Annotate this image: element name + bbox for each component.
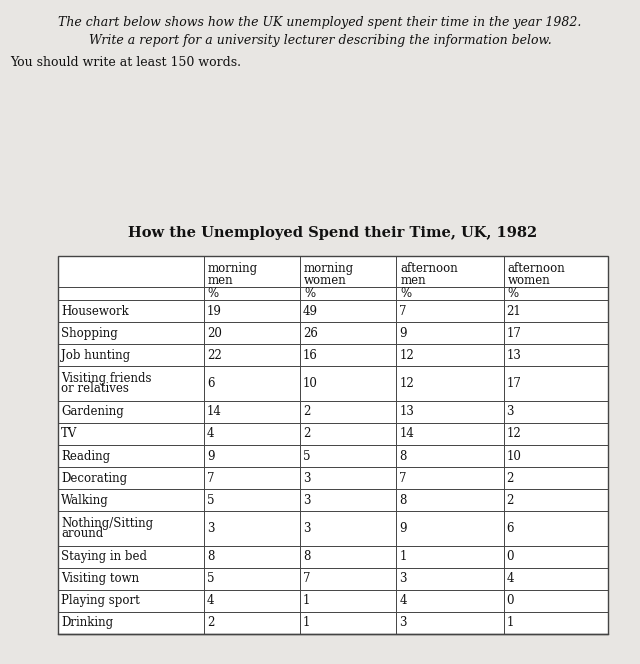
Text: 13: 13 bbox=[506, 349, 522, 362]
Text: Decorating: Decorating bbox=[61, 471, 127, 485]
Text: around: around bbox=[61, 527, 103, 540]
Text: 6: 6 bbox=[506, 522, 514, 535]
Text: 17: 17 bbox=[506, 327, 522, 340]
Text: women: women bbox=[508, 274, 550, 287]
Text: 3: 3 bbox=[399, 572, 407, 586]
Text: 8: 8 bbox=[303, 550, 310, 563]
Text: 13: 13 bbox=[399, 406, 414, 418]
Text: 6: 6 bbox=[207, 377, 214, 390]
Text: 4: 4 bbox=[506, 572, 514, 586]
Text: The chart below shows how the UK unemployed spent their time in the year 1982.: The chart below shows how the UK unemplo… bbox=[58, 16, 582, 29]
Text: 14: 14 bbox=[399, 428, 414, 440]
Text: Visiting town: Visiting town bbox=[61, 572, 139, 586]
Text: 26: 26 bbox=[303, 327, 318, 340]
Text: Housework: Housework bbox=[61, 305, 129, 317]
Text: morning: morning bbox=[304, 262, 354, 274]
Text: or relatives: or relatives bbox=[61, 382, 129, 396]
Text: 9: 9 bbox=[399, 327, 407, 340]
Text: 2: 2 bbox=[506, 471, 514, 485]
Text: 19: 19 bbox=[207, 305, 221, 317]
Text: 3: 3 bbox=[506, 406, 514, 418]
Text: 10: 10 bbox=[303, 377, 318, 390]
Text: 2: 2 bbox=[506, 493, 514, 507]
Text: 16: 16 bbox=[303, 349, 318, 362]
Text: Visiting friends: Visiting friends bbox=[61, 372, 152, 385]
Text: Job hunting: Job hunting bbox=[61, 349, 130, 362]
Text: Shopping: Shopping bbox=[61, 327, 118, 340]
Text: 10: 10 bbox=[506, 450, 522, 463]
Text: 4: 4 bbox=[207, 594, 214, 608]
Text: 12: 12 bbox=[399, 377, 414, 390]
Text: Write a report for a university lecturer describing the information below.: Write a report for a university lecturer… bbox=[88, 34, 552, 47]
Text: %: % bbox=[304, 287, 315, 300]
Text: 1: 1 bbox=[303, 616, 310, 629]
Text: Walking: Walking bbox=[61, 493, 109, 507]
Text: men: men bbox=[208, 274, 234, 287]
Text: Staying in bed: Staying in bed bbox=[61, 550, 147, 563]
Text: 3: 3 bbox=[303, 471, 310, 485]
Text: 2: 2 bbox=[303, 428, 310, 440]
Text: 3: 3 bbox=[303, 493, 310, 507]
Text: 7: 7 bbox=[207, 471, 214, 485]
Text: 5: 5 bbox=[207, 493, 214, 507]
Text: 12: 12 bbox=[399, 349, 414, 362]
Text: 17: 17 bbox=[506, 377, 522, 390]
Text: 12: 12 bbox=[506, 428, 521, 440]
Text: 5: 5 bbox=[303, 450, 310, 463]
Text: 1: 1 bbox=[399, 550, 406, 563]
Text: 3: 3 bbox=[399, 616, 407, 629]
Text: 7: 7 bbox=[303, 572, 310, 586]
Bar bbox=[58, 256, 608, 634]
Text: 21: 21 bbox=[506, 305, 521, 317]
Text: 8: 8 bbox=[207, 550, 214, 563]
Text: How the Unemployed Spend their Time, UK, 1982: How the Unemployed Spend their Time, UK,… bbox=[129, 226, 538, 240]
Text: %: % bbox=[508, 287, 518, 300]
Text: 1: 1 bbox=[303, 594, 310, 608]
Text: Nothing/Sitting: Nothing/Sitting bbox=[61, 517, 153, 530]
Text: men: men bbox=[400, 274, 426, 287]
Text: afternoon: afternoon bbox=[508, 262, 565, 274]
Text: 0: 0 bbox=[506, 594, 514, 608]
Text: 7: 7 bbox=[399, 305, 407, 317]
Text: 8: 8 bbox=[399, 493, 406, 507]
Text: afternoon: afternoon bbox=[400, 262, 458, 274]
Text: 0: 0 bbox=[506, 550, 514, 563]
Text: TV: TV bbox=[61, 428, 77, 440]
Text: %: % bbox=[400, 287, 412, 300]
Text: 7: 7 bbox=[399, 471, 407, 485]
Text: %: % bbox=[208, 287, 219, 300]
Text: 4: 4 bbox=[399, 594, 407, 608]
Text: 3: 3 bbox=[207, 522, 214, 535]
Text: 49: 49 bbox=[303, 305, 318, 317]
Text: Gardening: Gardening bbox=[61, 406, 124, 418]
Text: 2: 2 bbox=[207, 616, 214, 629]
Text: 20: 20 bbox=[207, 327, 221, 340]
Text: Playing sport: Playing sport bbox=[61, 594, 140, 608]
Text: 9: 9 bbox=[207, 450, 214, 463]
Text: 1: 1 bbox=[506, 616, 514, 629]
Text: 4: 4 bbox=[207, 428, 214, 440]
Text: 8: 8 bbox=[399, 450, 406, 463]
Text: 3: 3 bbox=[303, 522, 310, 535]
Text: Reading: Reading bbox=[61, 450, 110, 463]
Text: women: women bbox=[304, 274, 347, 287]
Text: 2: 2 bbox=[303, 406, 310, 418]
Text: Drinking: Drinking bbox=[61, 616, 113, 629]
Text: morning: morning bbox=[208, 262, 258, 274]
Text: 9: 9 bbox=[399, 522, 407, 535]
Text: You should write at least 150 words.: You should write at least 150 words. bbox=[10, 56, 241, 69]
Text: 22: 22 bbox=[207, 349, 221, 362]
Text: 5: 5 bbox=[207, 572, 214, 586]
Text: 14: 14 bbox=[207, 406, 221, 418]
